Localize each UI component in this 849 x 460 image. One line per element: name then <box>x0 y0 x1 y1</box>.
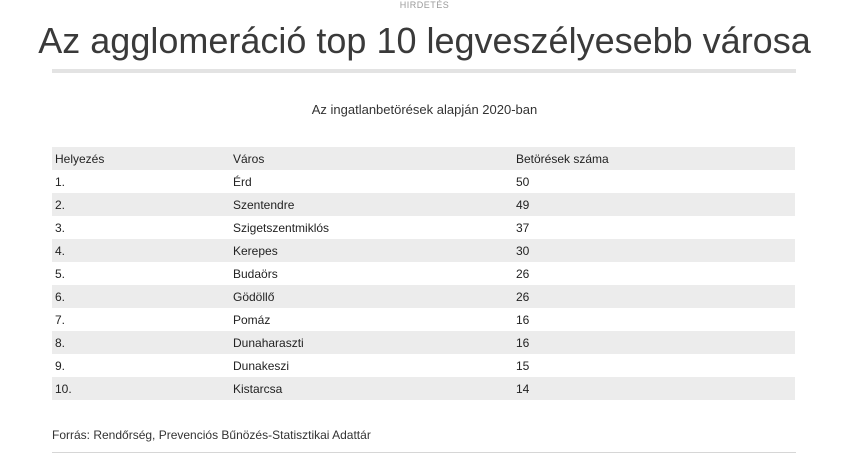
table-row: 6. Gödöllő 26 <box>52 285 795 308</box>
header-count: Betörések száma <box>516 151 609 166</box>
cell-count: 16 <box>516 335 530 350</box>
cell-rank: 3. <box>55 220 66 235</box>
cell-rank: 10. <box>55 381 72 396</box>
cell-city: Gödöllő <box>233 289 275 304</box>
title-divider <box>52 69 796 73</box>
table-row: 9. Dunakeszi 15 <box>52 354 795 377</box>
cell-count: 37 <box>516 220 530 235</box>
cell-count: 49 <box>516 197 530 212</box>
table-row: 2. Szentendre 49 <box>52 193 795 216</box>
cell-count: 14 <box>516 381 530 396</box>
cell-count: 16 <box>516 312 530 327</box>
ad-label: HIRDETÉS <box>399 0 450 10</box>
cell-city: Kistarcsa <box>233 381 283 396</box>
cell-city: Budaörs <box>233 266 278 281</box>
cell-city: Kerepes <box>233 243 278 258</box>
table-row: 3. Szigetszentmiklós 37 <box>52 216 795 239</box>
table-row: 4. Kerepes 30 <box>52 239 795 262</box>
table-row: 1. Érd 50 <box>52 170 795 193</box>
cell-city: Érd <box>233 174 252 189</box>
table-row: 5. Budaörs 26 <box>52 262 795 285</box>
page-title: Az agglomeráció top 10 legveszélyesebb v… <box>38 20 811 61</box>
cell-rank: 1. <box>55 174 66 189</box>
table-header-row: Helyezés Város Betörések száma <box>52 147 795 170</box>
table-row: 10. Kistarcsa 14 <box>52 377 795 400</box>
cell-rank: 5. <box>55 266 66 281</box>
cell-city: Szentendre <box>233 197 295 212</box>
header-rank: Helyezés <box>55 151 105 166</box>
source-note: Forrás: Rendőrség, Prevenciós Bűnözés-St… <box>52 428 371 442</box>
cell-count: 15 <box>516 358 530 373</box>
cell-city: Dunakeszi <box>233 358 290 373</box>
cell-rank: 7. <box>55 312 66 327</box>
table-row: 8. Dunaharaszti 16 <box>52 331 795 354</box>
cell-rank: 8. <box>55 335 66 350</box>
cell-count: 26 <box>516 289 530 304</box>
cell-city: Dunaharaszti <box>233 335 304 350</box>
header-city: Város <box>233 151 265 166</box>
cell-count: 50 <box>516 174 530 189</box>
cell-rank: 4. <box>55 243 66 258</box>
cell-rank: 2. <box>55 197 66 212</box>
cell-city: Pomáz <box>233 312 271 327</box>
cell-city: Szigetszentmiklós <box>233 220 330 235</box>
cell-rank: 6. <box>55 289 66 304</box>
data-table: Helyezés Város Betörések száma 1. Érd 50… <box>52 147 795 400</box>
cell-rank: 9. <box>55 358 66 373</box>
table-row: 7. Pomáz 16 <box>52 308 795 331</box>
cell-count: 30 <box>516 243 530 258</box>
cell-count: 26 <box>516 266 530 281</box>
table-subtitle: Az ingatlanbetörések alapján 2020-ban <box>311 102 538 117</box>
bottom-divider <box>52 452 796 453</box>
